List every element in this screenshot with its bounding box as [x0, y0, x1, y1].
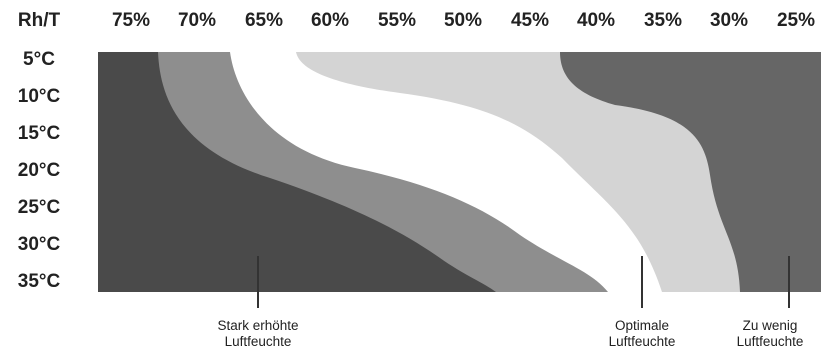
legend-optimal-line2: Luftfeuchte [608, 334, 676, 349]
legend-optimal-line1: Optimale [614, 318, 670, 333]
humidity-column-50: 50% [443, 10, 483, 31]
legend-too-low-line1: Zu wenig [742, 318, 798, 333]
humidity-column-65: 65% [244, 10, 284, 31]
temperature-row-30: 30°C [17, 234, 61, 255]
humidity-column-35: 35% [643, 10, 683, 31]
humidity-column-40: 40% [576, 10, 616, 31]
humidity-column-60: 60% [310, 10, 350, 31]
legend-very-high: Stark erhöhte Luftfeuchte [198, 318, 318, 350]
temperature-row-25: 25°C [17, 197, 61, 218]
legend-optimal: Optimale Luftfeuchte [590, 318, 694, 350]
humidity-column-25: 25% [776, 10, 816, 31]
corner-label: Rh/T [17, 10, 61, 31]
legend-too-low: Zu wenig Luftfeuchte [720, 318, 820, 350]
legend-very-high-line2: Luftfeuchte [224, 334, 292, 349]
humidity-column-75: 75% [111, 10, 151, 31]
temperature-row-20: 20°C [17, 160, 61, 181]
temperature-row-10: 10°C [17, 86, 61, 107]
humidity-column-45: 45% [510, 10, 550, 31]
legend-very-high-line1: Stark erhöhte [217, 318, 299, 333]
humidity-column-55: 55% [377, 10, 417, 31]
zone-very-high [98, 52, 496, 292]
temperature-row-5: 5°C [23, 49, 55, 70]
humidity-column-70: 70% [177, 10, 217, 31]
humidity-column-30: 30% [709, 10, 749, 31]
legend-too-low-line2: Luftfeuchte [736, 334, 804, 349]
temperature-row-35: 35°C [17, 271, 61, 292]
temperature-row-15: 15°C [17, 123, 61, 144]
